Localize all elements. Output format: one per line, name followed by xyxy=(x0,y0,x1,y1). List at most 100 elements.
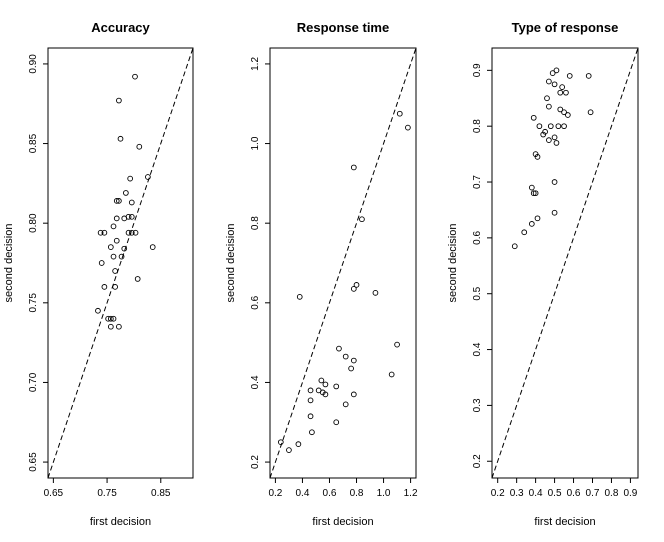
data-point xyxy=(532,190,539,197)
x-tick-label: 0.2 xyxy=(268,488,282,499)
data-point xyxy=(132,73,138,80)
data-point xyxy=(555,123,562,130)
data-point xyxy=(553,67,560,74)
data-point xyxy=(388,371,395,378)
data-point xyxy=(350,357,357,364)
x-axis-label: first decision xyxy=(534,516,595,528)
plot-frame xyxy=(491,47,639,479)
panel-title: Accuracy xyxy=(91,20,150,35)
y-tick-label: 0.6 xyxy=(472,230,483,244)
data-point xyxy=(295,441,302,448)
x-tick-label: 0.3 xyxy=(510,488,524,499)
data-point xyxy=(551,209,558,216)
data-point xyxy=(511,243,518,250)
data-point xyxy=(113,198,120,204)
y-tick-label: 0.3 xyxy=(472,398,483,412)
data-point xyxy=(585,73,592,79)
accuracy-panel: Accuracy first decision second decision … xyxy=(3,20,194,528)
data-point xyxy=(110,223,117,230)
data-point xyxy=(551,134,558,141)
data-point xyxy=(116,323,122,330)
data-point xyxy=(359,216,365,223)
data-point xyxy=(587,109,594,116)
data-point xyxy=(110,253,117,260)
x-tick-label: 0.4 xyxy=(295,488,309,499)
y-tick-label: 0.7 xyxy=(472,175,483,189)
data-point xyxy=(132,229,139,236)
type-of-response-panel: Type of response first decision second d… xyxy=(447,20,639,528)
data-point xyxy=(123,190,129,196)
data-point xyxy=(309,429,315,436)
data-point xyxy=(563,89,569,96)
data-point xyxy=(101,284,108,290)
data-point xyxy=(549,70,556,76)
data-point xyxy=(350,164,357,171)
data-point xyxy=(544,95,550,102)
y-tick-label: 1.0 xyxy=(250,136,261,150)
y-tick-label: 0.4 xyxy=(250,375,261,389)
data-point xyxy=(286,447,292,453)
data-point xyxy=(348,365,354,372)
x-tick-label: 0.65 xyxy=(44,488,64,499)
data-point xyxy=(113,215,120,222)
x-tick-label: 0.75 xyxy=(97,488,117,499)
y-axis-label: second decision xyxy=(3,224,15,303)
panel-title: Type of response xyxy=(512,20,619,35)
y-tick-label: 0.65 xyxy=(28,452,39,472)
identity-line xyxy=(492,48,638,478)
x-tick-label: 0.5 xyxy=(548,488,562,499)
data-point xyxy=(336,345,342,352)
x-tick-label: 1.0 xyxy=(377,488,391,499)
data-point xyxy=(372,290,379,296)
data-point xyxy=(546,137,552,143)
data-point xyxy=(333,383,340,390)
data-point xyxy=(105,315,111,322)
plot-frame xyxy=(47,47,194,479)
data-point xyxy=(149,244,156,250)
data-point xyxy=(145,174,151,180)
data-point xyxy=(353,282,360,288)
data-point xyxy=(128,199,135,206)
data-point xyxy=(350,391,357,398)
x-tick-label: 0.8 xyxy=(605,488,619,499)
data-point xyxy=(394,341,400,348)
y-tick-label: 0.75 xyxy=(28,293,39,313)
data-point xyxy=(551,81,558,88)
y-axis-label: second decision xyxy=(225,224,237,303)
data-point xyxy=(318,377,325,384)
y-tick-label: 0.2 xyxy=(250,455,261,469)
data-point xyxy=(561,123,567,130)
data-point xyxy=(551,179,558,185)
data-point xyxy=(322,391,329,398)
data-point xyxy=(557,106,564,113)
y-axis-label: second decision xyxy=(447,224,459,303)
data-point xyxy=(553,140,560,146)
x-tick-label: 0.85 xyxy=(151,488,171,499)
data-point xyxy=(528,221,535,227)
x-tick-label: 0.2 xyxy=(491,488,505,499)
data-point xyxy=(307,397,314,404)
x-tick-label: 0.4 xyxy=(529,488,543,499)
x-tick-label: 0.7 xyxy=(586,488,600,499)
data-point xyxy=(333,419,340,426)
data-point xyxy=(536,123,543,130)
data-point xyxy=(307,387,314,394)
data-point xyxy=(121,245,128,252)
x-tick-label: 0.9 xyxy=(623,488,637,499)
y-tick-label: 0.5 xyxy=(472,286,483,300)
data-point xyxy=(557,89,564,96)
y-tick-label: 0.90 xyxy=(28,54,39,74)
data-point xyxy=(116,97,122,104)
data-point xyxy=(561,109,567,116)
data-point xyxy=(547,123,554,130)
data-point xyxy=(530,114,537,121)
data-point xyxy=(112,284,118,290)
data-point xyxy=(342,353,349,360)
data-point xyxy=(342,401,349,408)
y-tick-label: 0.8 xyxy=(250,216,261,230)
data-point xyxy=(405,124,411,131)
data-point xyxy=(530,190,537,197)
data-point xyxy=(534,154,541,160)
data-point xyxy=(118,253,125,260)
